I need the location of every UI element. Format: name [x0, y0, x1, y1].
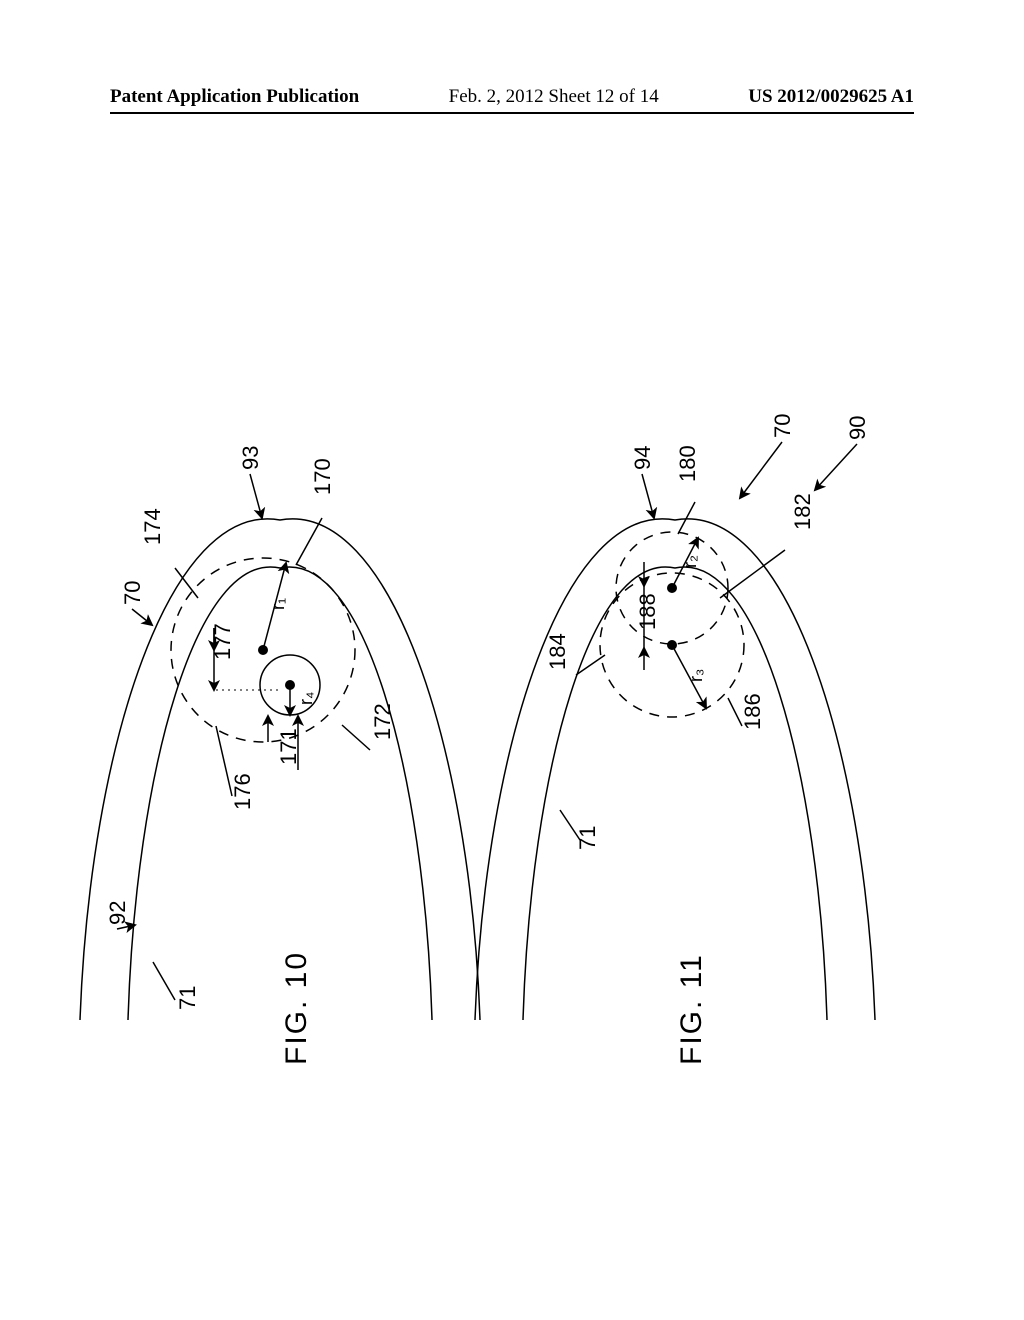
- header-rule: [110, 112, 914, 114]
- patent-figures-svg: [0, 150, 1024, 1150]
- fig10-ref-170: 170: [310, 458, 336, 495]
- fig11-ref-182: 182: [790, 493, 816, 530]
- header-right: US 2012/0029625 A1: [748, 86, 914, 108]
- header-left: Patent Application Publication: [110, 86, 359, 108]
- figure-area: [0, 150, 1024, 1150]
- fig11-ref-188: 188: [635, 593, 661, 630]
- header-center: Feb. 2, 2012 Sheet 12 of 14: [449, 86, 659, 108]
- fig10-ref-71: 71: [175, 986, 201, 1010]
- fig11-caption: FIG. 11: [675, 953, 709, 1065]
- fig10-ref-176: 176: [230, 773, 256, 810]
- fig10-ref-171: 171: [276, 728, 302, 765]
- fig11-ref-70: 70: [770, 414, 796, 438]
- radius-r4: r₄: [296, 692, 317, 705]
- fig10-ref-70: 70: [120, 581, 146, 605]
- radius-r2: r₂: [680, 555, 701, 568]
- fig10-ref-174: 174: [140, 508, 166, 545]
- fig10-ref-172: 172: [370, 703, 396, 740]
- fig10-ref-92: 92: [105, 901, 131, 925]
- fig11-ref-186: 186: [740, 693, 766, 730]
- page-header: Patent Application Publication Feb. 2, 2…: [110, 86, 914, 108]
- radius-r3: r₃: [686, 669, 707, 682]
- fig11-ref-90: 90: [845, 416, 871, 440]
- fig10-ref-177: 177: [210, 623, 236, 660]
- radius-r1: r₁: [268, 598, 289, 610]
- fig10-ref-93: 93: [238, 446, 264, 470]
- fig11-ref-184: 184: [545, 633, 571, 670]
- fig10-caption: FIG. 10: [280, 951, 314, 1065]
- fig11-ref-180: 180: [675, 445, 701, 482]
- fig11-ref-71: 71: [575, 826, 601, 850]
- fig11-ref-94: 94: [630, 446, 656, 470]
